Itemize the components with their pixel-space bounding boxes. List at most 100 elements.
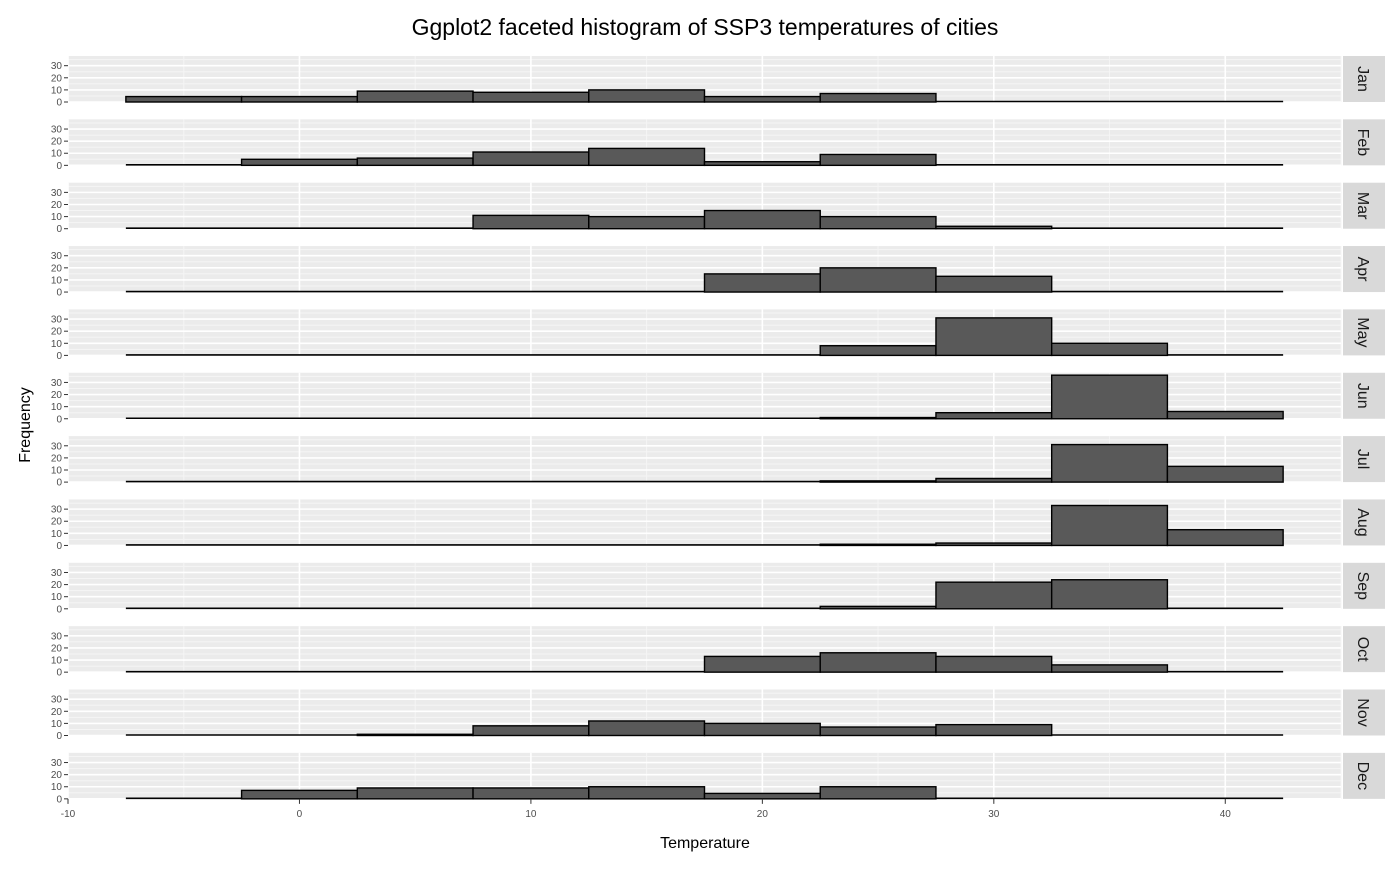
histogram-bar (588, 89, 706, 103)
x-tick-label: 10 (525, 809, 537, 820)
facet-strip (1343, 626, 1385, 673)
histogram-bar (1050, 443, 1169, 483)
histogram-bar (1050, 374, 1169, 420)
y-tick-label: 10 (51, 719, 63, 730)
y-tick-label: 30 (51, 695, 63, 706)
histogram-bar (819, 153, 937, 167)
facet-strip (1343, 56, 1385, 102)
histogram-bar (1050, 342, 1169, 357)
y-tick-label: 20 (51, 263, 63, 274)
y-tick-label: 10 (51, 85, 63, 96)
histogram-bar (935, 655, 1053, 673)
y-tick-label: 0 (56, 731, 62, 742)
histogram-bar (703, 722, 821, 737)
histogram-bar (935, 317, 1053, 357)
facet-strip-label: Feb (1354, 129, 1371, 157)
histogram-bar (819, 726, 937, 737)
x-tick-label: 0 (297, 809, 303, 820)
histogram-bar (703, 209, 821, 230)
histogram-bar (588, 786, 706, 800)
y-tick-label: 10 (51, 275, 63, 286)
y-tick-label: 0 (56, 604, 62, 615)
y-tick-label: 30 (51, 61, 63, 72)
facet-strip (1343, 119, 1385, 166)
facet-strip (1343, 499, 1385, 546)
x-axis-label: Temperature (660, 835, 750, 852)
histogram-bar (1050, 664, 1169, 673)
histogram-bar (472, 151, 590, 167)
histogram-bar (588, 215, 706, 230)
y-tick-label: 10 (51, 149, 63, 160)
y-tick-label: 10 (51, 656, 63, 667)
facet-strip-label: May (1354, 317, 1371, 347)
y-tick-label: 30 (51, 188, 63, 199)
y-tick-label: 10 (51, 402, 63, 413)
histogram-bar (703, 655, 821, 673)
y-tick-label: 0 (56, 668, 62, 679)
y-tick-label: 0 (56, 794, 62, 805)
histogram-bar (935, 225, 1053, 230)
y-tick-label: 0 (56, 98, 62, 109)
y-tick-label: 0 (56, 541, 62, 552)
histogram-bar (935, 542, 1053, 547)
histogram-bar (819, 267, 937, 293)
histogram-bar (935, 411, 1053, 420)
histogram-bar (240, 158, 359, 167)
facet-strip-label: Dec (1354, 762, 1371, 790)
y-tick-label: 30 (51, 441, 63, 452)
facet-strip (1343, 562, 1385, 609)
facet-strip (1343, 182, 1385, 229)
facet-strip-label: Mar (1354, 192, 1371, 220)
histogram-bar (935, 275, 1053, 293)
y-tick-label: 20 (51, 643, 63, 654)
histogram-bar (1050, 579, 1169, 610)
facet-strip (1343, 752, 1385, 799)
y-tick-label: 20 (51, 390, 63, 401)
histogram-bar (125, 95, 243, 103)
y-tick-label: 10 (51, 212, 63, 223)
facet-strip (1343, 309, 1385, 356)
y-tick-label: 20 (51, 707, 63, 718)
y-tick-label: 30 (51, 505, 63, 516)
y-tick-label: 0 (56, 414, 62, 425)
histogram-bar (819, 605, 937, 610)
facet-strip (1343, 372, 1385, 419)
chart-title: Ggplot2 faceted histogram of SSP3 temper… (412, 14, 999, 40)
facet-strip (1343, 246, 1385, 293)
facet-strip-label: Sep (1354, 572, 1371, 601)
histogram-bar (935, 581, 1053, 610)
y-tick-label: 20 (51, 453, 63, 464)
facet-strip-label: Jul (1354, 449, 1371, 469)
y-tick-label: 30 (51, 125, 63, 136)
histogram-bar (356, 157, 474, 167)
y-tick-label: 0 (56, 288, 62, 299)
histogram-bar (472, 787, 590, 800)
y-tick-label: 20 (51, 200, 63, 211)
histogram-bar (240, 95, 359, 103)
histogram-bar (472, 214, 590, 230)
y-tick-label: 10 (51, 782, 63, 793)
histogram-bar (703, 792, 821, 800)
y-axis-label: Frequency (17, 387, 34, 463)
facet-strip (1343, 689, 1385, 736)
y-tick-label: 30 (51, 315, 63, 326)
histogram-bar (588, 720, 706, 737)
facet-strip-label: Oct (1354, 637, 1371, 662)
facet-strip (1343, 436, 1385, 483)
y-tick-label: 30 (51, 568, 63, 579)
histogram-bar (1166, 465, 1284, 483)
histogram-bar (1166, 529, 1284, 547)
y-tick-label: 10 (51, 592, 63, 603)
histogram-bar (703, 161, 821, 167)
y-tick-label: 0 (56, 351, 62, 362)
